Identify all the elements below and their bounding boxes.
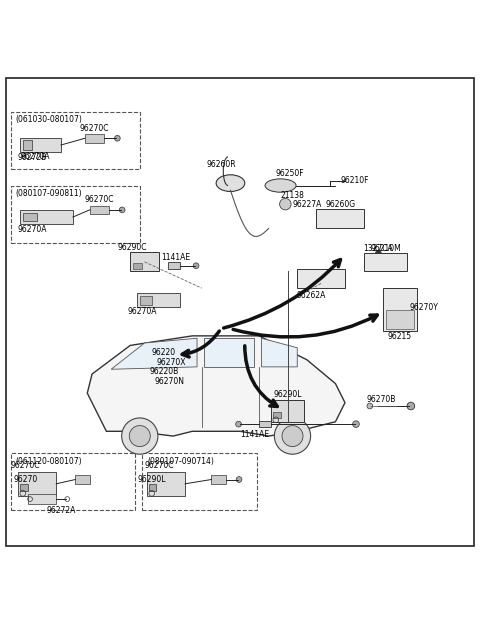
Text: (061120-080107): (061120-080107): [16, 457, 83, 466]
Text: 96270A: 96270A: [127, 308, 157, 316]
Text: 96270: 96270: [13, 474, 37, 484]
Circle shape: [407, 402, 415, 410]
Text: 96260G: 96260G: [325, 200, 355, 209]
Circle shape: [121, 418, 158, 454]
Text: (061030-080107): (061030-080107): [16, 115, 83, 124]
Text: 96270X: 96270X: [156, 358, 186, 367]
Text: 21138: 21138: [280, 190, 304, 200]
PathPatch shape: [111, 338, 197, 369]
Circle shape: [236, 421, 241, 427]
Text: 96262A: 96262A: [297, 291, 326, 300]
PathPatch shape: [262, 338, 297, 367]
Bar: [168, 262, 180, 269]
Bar: [90, 205, 109, 214]
Text: 96270Y: 96270Y: [409, 303, 438, 312]
Text: 96250F: 96250F: [276, 169, 304, 178]
Bar: [364, 253, 407, 271]
Bar: [21, 484, 28, 491]
Text: 96220B: 96220B: [149, 367, 179, 376]
Text: 96270C: 96270C: [144, 461, 174, 470]
PathPatch shape: [87, 336, 345, 436]
Text: 1327CA: 1327CA: [363, 244, 393, 253]
Text: 96210M: 96210M: [370, 244, 401, 253]
Circle shape: [119, 207, 125, 213]
Ellipse shape: [265, 179, 296, 192]
Text: 96290C: 96290C: [118, 243, 147, 252]
Text: 1141AE: 1141AE: [240, 430, 269, 439]
Bar: [142, 453, 257, 510]
Bar: [11, 112, 140, 169]
Bar: [85, 134, 104, 143]
Bar: [75, 475, 90, 484]
Bar: [28, 494, 56, 504]
Bar: [18, 472, 56, 495]
Circle shape: [193, 263, 199, 268]
Text: 96270C: 96270C: [80, 124, 109, 133]
Text: 96270C: 96270C: [11, 461, 40, 470]
Bar: [140, 296, 152, 305]
Text: (080107-090811): (080107-090811): [16, 189, 83, 198]
Bar: [23, 140, 33, 150]
Text: 96272A: 96272A: [47, 505, 76, 515]
Bar: [259, 421, 271, 427]
Bar: [271, 400, 304, 422]
Circle shape: [282, 426, 303, 447]
Bar: [130, 252, 159, 271]
Circle shape: [375, 250, 381, 256]
Text: 96260R: 96260R: [206, 160, 236, 168]
Text: 96290L: 96290L: [137, 475, 166, 484]
Circle shape: [280, 198, 291, 210]
Text: 96215: 96215: [388, 333, 412, 341]
Text: 96270A: 96270A: [21, 152, 50, 162]
Text: 96272B: 96272B: [18, 154, 47, 162]
Text: 96227A: 96227A: [292, 200, 322, 208]
Bar: [274, 412, 281, 418]
Bar: [385, 310, 414, 329]
Bar: [383, 288, 417, 331]
Text: 96270A: 96270A: [18, 225, 47, 234]
Circle shape: [353, 421, 360, 427]
Circle shape: [236, 477, 242, 482]
Bar: [21, 210, 73, 224]
Bar: [147, 472, 185, 495]
Bar: [316, 210, 364, 228]
Bar: [132, 263, 142, 269]
Text: 96270N: 96270N: [154, 377, 184, 386]
Bar: [11, 453, 135, 510]
Bar: [21, 138, 61, 152]
Bar: [297, 269, 345, 288]
Bar: [23, 213, 37, 222]
Circle shape: [129, 426, 150, 447]
Text: 96270B: 96270B: [366, 395, 396, 404]
Circle shape: [367, 403, 372, 409]
Circle shape: [115, 135, 120, 141]
Text: 1141AE: 1141AE: [161, 253, 190, 261]
PathPatch shape: [204, 338, 254, 367]
Bar: [211, 475, 226, 484]
Text: 96270C: 96270C: [84, 195, 114, 204]
Bar: [11, 185, 140, 243]
Text: 96290L: 96290L: [274, 389, 302, 399]
Circle shape: [275, 418, 311, 454]
Bar: [137, 293, 180, 307]
Text: 96210F: 96210F: [340, 176, 369, 185]
Text: 96220: 96220: [152, 348, 176, 357]
Bar: [149, 484, 156, 491]
Ellipse shape: [216, 175, 245, 192]
Text: (080107-090714): (080107-090714): [147, 457, 214, 466]
